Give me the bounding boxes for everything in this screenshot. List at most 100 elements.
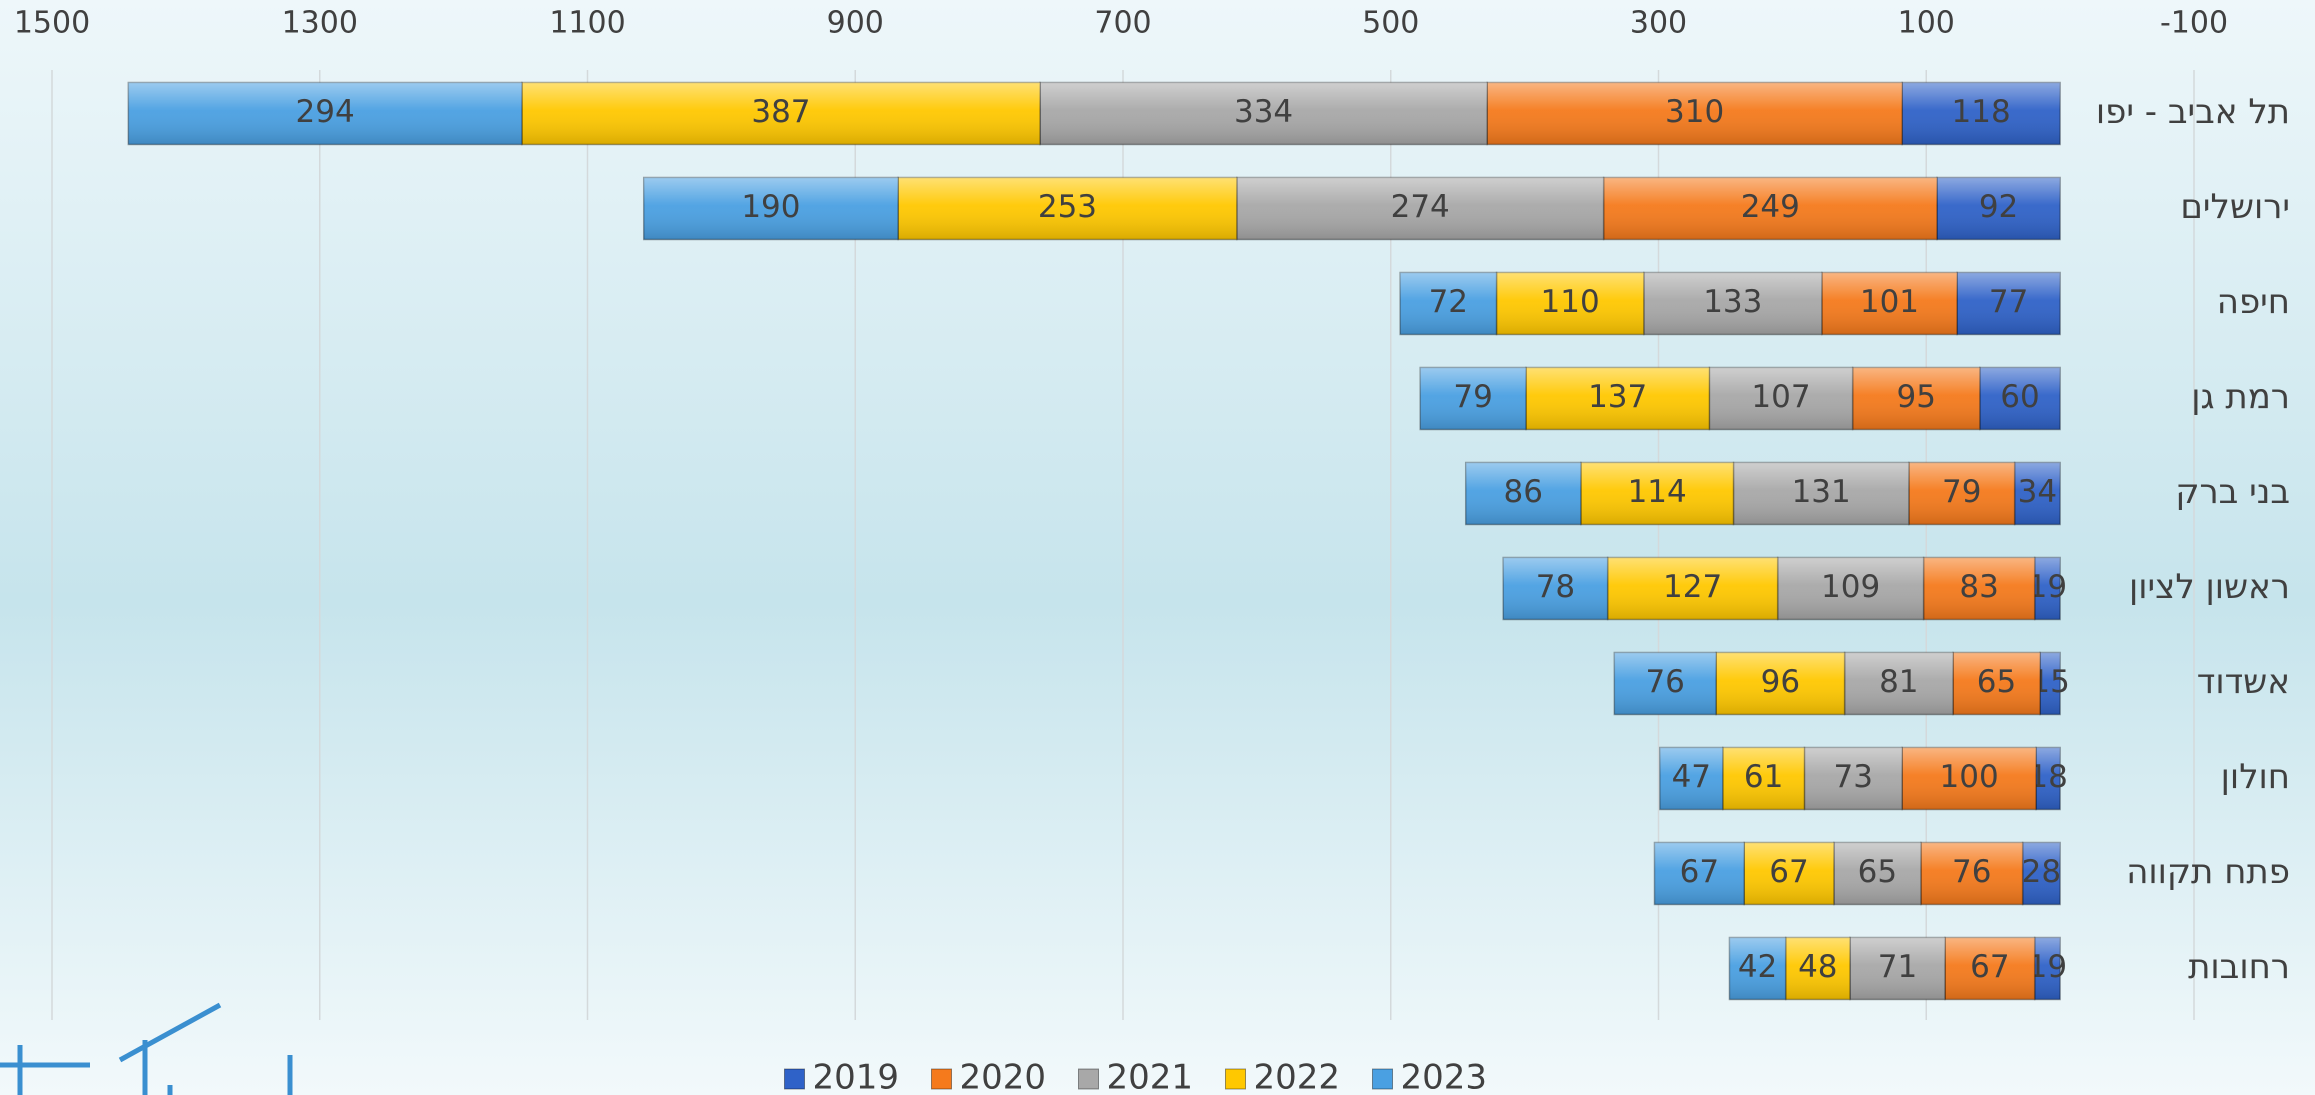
bar-shine	[1039, 82, 1488, 145]
data-label: 47	[1672, 759, 1711, 795]
x-tick-label: -100	[2160, 6, 2228, 41]
data-label: 73	[1834, 759, 1873, 795]
category-label: ירושלים	[2180, 187, 2290, 227]
data-label: 76	[1645, 664, 1684, 700]
data-label: 387	[751, 94, 810, 130]
bar-shine	[2040, 652, 2061, 715]
legend-swatch	[931, 1068, 952, 1090]
bar-shine	[898, 177, 1237, 240]
data-label: 65	[1858, 854, 1897, 890]
x-tick-label: 100	[1898, 6, 1955, 41]
bar-shine	[1979, 367, 2061, 430]
bar-shine	[1804, 747, 1903, 810]
data-label: 92	[1979, 189, 2018, 225]
data-label: 109	[1821, 569, 1880, 605]
data-label: 127	[1663, 569, 1722, 605]
data-label: 28	[2022, 854, 2061, 890]
x-tick-label: 500	[1362, 6, 1419, 41]
bar-shine	[1849, 937, 1945, 1000]
bar-shine	[1465, 462, 1581, 525]
bar-shine	[1503, 557, 1608, 620]
x-tick-label: 700	[1094, 6, 1151, 41]
bar-shine	[1709, 367, 1853, 430]
data-label: 71	[1878, 949, 1917, 985]
data-label: 100	[1940, 759, 1999, 795]
data-label: 67	[1769, 854, 1808, 890]
data-label: 131	[1792, 474, 1851, 510]
data-label: 249	[1741, 189, 1800, 225]
legend-swatch	[1078, 1068, 1099, 1090]
data-label: 60	[2000, 379, 2039, 415]
legend-label: 2023	[1401, 1058, 1488, 1095]
bar-shine	[1744, 842, 1834, 905]
bar-shine	[1953, 652, 2041, 715]
data-label: 77	[1989, 284, 2028, 320]
bar-shine	[1957, 272, 2061, 335]
data-label: 274	[1391, 189, 1450, 225]
bar-shine	[1923, 557, 2035, 620]
legend-swatch	[1225, 1068, 1246, 1090]
data-label: 78	[1536, 569, 1575, 605]
bar-shine	[2036, 747, 2061, 810]
crane-decoration	[0, 1002, 293, 1095]
legend-label: 2022	[1254, 1058, 1341, 1095]
legend-label: 2019	[813, 1058, 900, 1095]
bar-shine	[2034, 557, 2061, 620]
data-label: 334	[1234, 94, 1293, 130]
category-label: אשדוד	[2197, 662, 2290, 702]
bar-shine	[1733, 462, 1909, 525]
data-label: 190	[741, 189, 800, 225]
data-label: 61	[1744, 759, 1783, 795]
data-label: 294	[296, 94, 355, 130]
legend-label: 2021	[1107, 1058, 1194, 1095]
bar-shine	[1580, 462, 1734, 525]
bar-shine	[128, 82, 522, 145]
bar-shine	[1821, 272, 1958, 335]
data-label: 72	[1429, 284, 1468, 320]
bar-shine	[1236, 177, 1604, 240]
x-tick-label: 900	[827, 6, 884, 41]
bar-shine	[1487, 82, 1903, 145]
bar-shine	[1729, 937, 1786, 1000]
bar-shine	[1420, 367, 1526, 430]
bar-shine	[1400, 272, 1497, 335]
category-label: חיפה	[2217, 282, 2290, 322]
category-label: פתח תקווה	[2126, 852, 2290, 892]
data-label: 76	[1952, 854, 1991, 890]
bar-shine	[1936, 177, 2061, 240]
data-label: 107	[1751, 379, 1810, 415]
bar-shine	[1785, 937, 1850, 1000]
data-label: 65	[1977, 664, 2016, 700]
category-label: רמת גן	[2191, 377, 2290, 417]
data-label: 67	[1970, 949, 2009, 985]
bar-shine	[1643, 272, 1822, 335]
data-label: 42	[1738, 949, 1777, 985]
data-label: 310	[1665, 94, 1724, 130]
bar-shine	[1603, 177, 1937, 240]
x-tick-label: 300	[1630, 6, 1687, 41]
data-label: 133	[1703, 284, 1762, 320]
x-tick-label: 1500	[14, 6, 90, 41]
bar-shine	[1716, 652, 1845, 715]
bar-shine	[2022, 842, 2061, 905]
bar-shine	[1496, 272, 1644, 335]
bar-shine	[1525, 367, 1710, 430]
data-label: 118	[1952, 94, 2011, 130]
bar-shine	[2014, 462, 2061, 525]
bar-shine	[2034, 937, 2061, 1000]
data-label: 79	[1453, 379, 1492, 415]
data-label: 86	[1504, 474, 1543, 510]
data-label: 114	[1628, 474, 1687, 510]
bar-shine	[1908, 462, 2015, 525]
bar-shine	[1902, 747, 2037, 810]
legend-label: 2020	[960, 1058, 1047, 1095]
x-tick-label: 1100	[549, 6, 625, 41]
category-label: חולון	[2221, 757, 2290, 797]
data-label: 101	[1860, 284, 1919, 320]
x-tick-label: 1300	[282, 6, 358, 41]
bar-shine	[1607, 557, 1778, 620]
data-label: 110	[1541, 284, 1600, 320]
